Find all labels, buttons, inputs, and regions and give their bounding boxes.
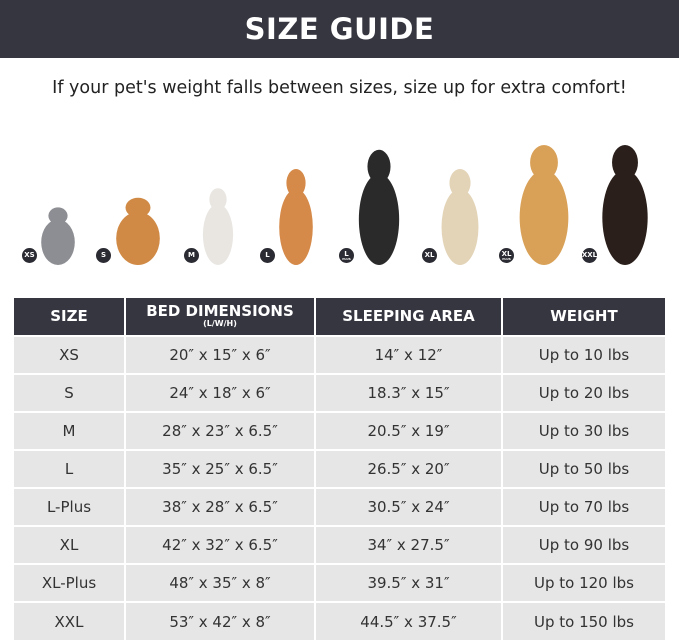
pet-labrador: [438, 165, 482, 265]
pet-gray-cat: [38, 205, 78, 265]
golden-retriever-image: [519, 145, 569, 265]
table-cell: XXL: [14, 601, 126, 640]
table-cell: XL: [14, 525, 126, 564]
table-cell: Up to 20 lbs: [502, 373, 665, 412]
pet-size-lineup: XS S M L L PLUS XL XL PLUS XXL: [0, 140, 679, 265]
pet-french-bulldog: [200, 185, 236, 265]
size-badge: XL PLUS: [499, 248, 514, 263]
badge-label: S: [100, 251, 107, 259]
column-header: WEIGHT: [502, 298, 665, 336]
gray-cat-image: [41, 207, 75, 265]
badge-label: L: [265, 251, 270, 259]
table-header-row: SIZE BED DIMENSIONS (L/W/H) SLEEPING AREA WE…: [14, 298, 665, 336]
table-cell: S: [14, 373, 126, 412]
table-row: L-Plus 38″ x 28″ x 6.5″ 30.5″ x 24″ Up to 7…: [14, 487, 665, 526]
table-cell: L: [14, 449, 126, 488]
table-cell: Up to 90 lbs: [502, 525, 665, 564]
pet-golden-retriever: [515, 140, 573, 265]
badge-label: XL: [501, 249, 512, 258]
size-badge: XXL: [582, 248, 597, 263]
table-row: M 28″ x 23″ x 6.5″ 20.5″ x 19″ Up to 30 lbs: [14, 411, 665, 450]
size-badge: L: [260, 248, 275, 263]
table-cell: 30.5″ x 24″: [315, 487, 503, 526]
size-badge: M: [184, 248, 199, 263]
badge-plus: PLUS: [502, 256, 511, 261]
column-header: SLEEPING AREA: [315, 298, 503, 336]
size-badge: L PLUS: [339, 248, 354, 263]
badge-label: XS: [24, 251, 35, 259]
pomeranian-image: [116, 197, 160, 265]
table-cell: 14″ x 12″: [315, 335, 503, 374]
table-row: XS 20″ x 15″ x 6″ 14″ x 12″ Up to 10 lbs: [14, 335, 665, 374]
size-badge: XL: [422, 248, 437, 263]
french-bulldog-image: [202, 188, 234, 265]
badge-label: XXL: [581, 251, 598, 259]
title-banner: SIZE GUIDE: [0, 0, 679, 58]
table-row: S 24″ x 18″ x 6″ 18.3″ x 15″ Up to 20 lbs: [14, 373, 665, 412]
table-cell: Up to 10 lbs: [502, 335, 665, 374]
table-cell: XS: [14, 335, 126, 374]
page-title: SIZE GUIDE: [244, 12, 435, 46]
column-header: BED DIMENSIONS (L/W/H): [125, 298, 316, 336]
header-label: SLEEPING AREA: [342, 306, 475, 325]
badge-label: M: [188, 251, 195, 259]
shiba-inu-image: [279, 169, 313, 265]
table-cell: 20″ x 15″ x 6″: [125, 335, 316, 374]
labrador-image: [441, 169, 479, 265]
table-cell: 35″ x 25″ x 6.5″: [125, 449, 316, 488]
table-cell: Up to 50 lbs: [502, 449, 665, 488]
table-row: XL 42″ x 32″ x 6.5″ 34″ x 27.5″ Up to 90 lb…: [14, 525, 665, 564]
table-cell: Up to 70 lbs: [502, 487, 665, 526]
table-cell: 42″ x 32″ x 6.5″: [125, 525, 316, 564]
pet-pomeranian: [112, 195, 164, 265]
table-row: XXL 53″ x 42″ x 8″ 44.5″ x 37.5″ Up to 150 …: [14, 601, 665, 640]
badge-plus: PLUS: [342, 256, 351, 261]
table-row: L 35″ x 25″ x 6.5″ 26.5″ x 20″ Up to 50 lbs: [14, 449, 665, 488]
table-cell: Up to 150 lbs: [502, 601, 665, 640]
pet-border-collie: [355, 145, 403, 265]
table-cell: L-Plus: [14, 487, 126, 526]
table-cell: 26.5″ x 20″: [315, 449, 503, 488]
doberman-image: [602, 145, 648, 265]
table-row: XL-Plus 48″ x 35″ x 8″ 39.5″ x 31″ Up to 12…: [14, 563, 665, 602]
size-badge: S: [96, 248, 111, 263]
header-unit: (L/W/H): [203, 319, 237, 329]
table-cell: M: [14, 411, 126, 450]
table-cell: Up to 120 lbs: [502, 563, 665, 602]
column-header: SIZE: [14, 298, 126, 336]
table-cell: 53″ x 42″ x 8″: [125, 601, 316, 640]
size-badge: XS: [22, 248, 37, 263]
badge-label: L: [344, 249, 349, 258]
table-cell: 38″ x 28″ x 6.5″: [125, 487, 316, 526]
table-cell: 48″ x 35″ x 8″: [125, 563, 316, 602]
border-collie-image: [358, 149, 400, 265]
header-label: WEIGHT: [550, 306, 618, 325]
header-label: SIZE: [50, 306, 88, 325]
table-cell: 18.3″ x 15″: [315, 373, 503, 412]
table-cell: 34″ x 27.5″: [315, 525, 503, 564]
table-cell: 44.5″ x 37.5″: [315, 601, 503, 640]
size-table: SIZE BED DIMENSIONS (L/W/H) SLEEPING AREA WE…: [14, 298, 665, 640]
pet-doberman: [598, 140, 652, 265]
table-cell: 24″ x 18″ x 6″: [125, 373, 316, 412]
table-cell: 28″ x 23″ x 6.5″: [125, 411, 316, 450]
subtitle: If your pet's weight falls between sizes…: [52, 78, 627, 98]
header-label: BED DIMENSIONS: [146, 302, 294, 321]
table-cell: Up to 30 lbs: [502, 411, 665, 450]
table-cell: 20.5″ x 19″: [315, 411, 503, 450]
pet-shiba-inu: [276, 165, 316, 265]
table-cell: XL-Plus: [14, 563, 126, 602]
badge-label: XL: [424, 251, 435, 259]
table-cell: 39.5″ x 31″: [315, 563, 503, 602]
